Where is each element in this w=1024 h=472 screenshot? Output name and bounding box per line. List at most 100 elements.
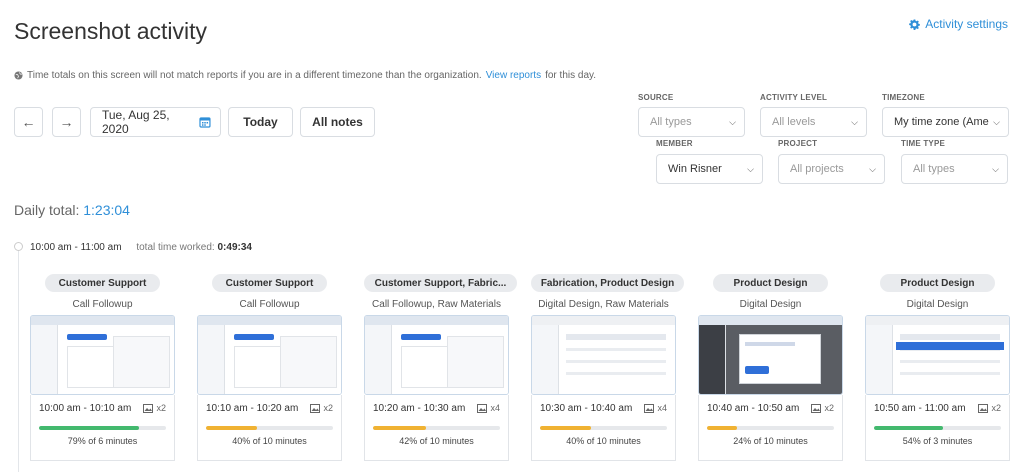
image-icon: [811, 403, 822, 413]
activity-bar-fill: [707, 426, 738, 430]
today-button[interactable]: Today: [228, 107, 293, 137]
activity-bar: [874, 426, 1001, 430]
chevron-down-icon: ⌵: [851, 116, 858, 127]
task-name: Digital Design: [739, 299, 802, 310]
hour-range: 10:00 am - 11:00 am: [30, 242, 122, 253]
activity-level-select[interactable]: All levels ⌵: [760, 107, 867, 137]
source-label: SOURCE: [638, 93, 674, 102]
member-label: MEMBER: [656, 139, 693, 148]
screenshot-count[interactable]: x4: [477, 403, 500, 413]
image-icon: [644, 403, 655, 413]
screenshot-count[interactable]: x2: [143, 403, 166, 413]
image-icon: [310, 403, 321, 413]
chevron-down-icon: ⌵: [869, 163, 876, 174]
previous-day-button[interactable]: ←: [14, 107, 43, 137]
activity-level-value: All levels: [772, 116, 816, 128]
chevron-down-icon: ⌵: [729, 116, 736, 127]
source-select[interactable]: All types ⌵: [638, 107, 745, 137]
page-title: Screenshot activity: [14, 18, 208, 44]
project-badge: Customer Support: [212, 274, 327, 292]
calendar-icon: [199, 117, 211, 128]
activity-level-label: ACTIVITY LEVEL: [760, 93, 828, 102]
date-value: Tue, Aug 25, 2020: [102, 108, 170, 136]
activity-percent: 42% of 10 minutes: [399, 436, 474, 446]
date-picker[interactable]: Tue, Aug 25, 2020: [90, 107, 221, 137]
screenshot-info: 10:00 am - 10:10 am x2 79% of 6 minutes: [30, 395, 175, 461]
screenshot-info: 10:20 am - 10:30 am x4 42% of 10 minutes: [364, 395, 509, 461]
screenshot-thumbnail[interactable]: [698, 315, 843, 395]
gear-icon: [909, 19, 921, 30]
activity-bar: [39, 426, 166, 430]
screenshot-card[interactable]: Fabrication, Product Design Digital Desig…: [531, 274, 684, 461]
hour-block-header: 10:00 am - 11:00 am total time worked: 0…: [30, 242, 252, 253]
daily-total-value: 1:23:04: [83, 202, 130, 218]
screenshot-thumbnail[interactable]: [30, 315, 175, 395]
project-badge: Fabrication, Product Design: [531, 274, 684, 292]
globe-icon: [14, 71, 23, 80]
screenshot-count-value: x4: [490, 403, 500, 413]
screenshot-time: 10:30 am - 10:40 am: [540, 403, 633, 414]
activity-settings-link[interactable]: Activity settings: [909, 17, 1008, 31]
daily-total: Daily total: 1:23:04: [14, 202, 130, 218]
activity-bar-fill: [39, 426, 140, 430]
image-icon: [143, 403, 154, 413]
all-notes-button[interactable]: All notes: [300, 107, 375, 137]
activity-percent: 40% of 10 minutes: [566, 436, 641, 446]
screenshot-count-value: x2: [991, 403, 1001, 413]
screenshot-thumbnail[interactable]: [364, 315, 509, 395]
timezone-notice: Time totals on this screen will not matc…: [14, 70, 596, 81]
screenshot-thumbnail[interactable]: [865, 315, 1010, 395]
image-icon: [978, 403, 989, 413]
notice-text: Time totals on this screen will not matc…: [27, 70, 482, 81]
screenshot-card[interactable]: Customer Support, Fabric... Call Followup…: [364, 274, 517, 461]
image-icon: [477, 403, 488, 413]
screenshot-time: 10:40 am - 10:50 am: [707, 403, 800, 414]
activity-settings-label: Activity settings: [925, 17, 1008, 31]
screenshot-info: 10:30 am - 10:40 am x4 40% of 10 minutes: [531, 395, 676, 461]
source-value: All types: [650, 116, 692, 128]
activity-bar-fill: [206, 426, 257, 430]
activity-percent: 79% of 6 minutes: [67, 436, 138, 446]
view-reports-link[interactable]: View reports: [485, 70, 542, 81]
screenshot-count[interactable]: x2: [978, 403, 1001, 413]
member-select[interactable]: Win Risner ⌵: [656, 154, 763, 184]
task-name: Digital Design: [906, 299, 969, 310]
activity-percent: 24% of 10 minutes: [733, 436, 808, 446]
screenshot-count[interactable]: x2: [811, 403, 834, 413]
screenshot-card[interactable]: Customer Support Call Followup 10:10 am - …: [197, 274, 342, 461]
notice-suffix: for this day.: [545, 70, 597, 81]
activity-bar: [707, 426, 834, 430]
screenshot-time: 10:10 am - 10:20 am: [206, 403, 299, 414]
screenshot-count[interactable]: x4: [644, 403, 667, 413]
activity-bar-fill: [540, 426, 591, 430]
task-name: Call Followup: [239, 299, 300, 310]
timezone-value: My time zone (Ame: [894, 116, 989, 128]
project-label: PROJECT: [778, 139, 818, 148]
screenshot-info: 10:40 am - 10:50 am x2 24% of 10 minutes: [698, 395, 843, 461]
screenshot-card[interactable]: Product Design Digital Design 10:50 am - 1…: [865, 274, 1010, 461]
time-worked-value: 0:49:34: [217, 242, 252, 253]
time-type-select[interactable]: All types ⌵: [901, 154, 1008, 184]
timeline-dot: [14, 242, 23, 251]
screenshot-info: 10:10 am - 10:20 am x2 40% of 10 minutes: [197, 395, 342, 461]
activity-percent: 54% of 3 minutes: [902, 436, 973, 446]
time-type-value: All types: [913, 163, 955, 175]
activity-bar-fill: [373, 426, 427, 430]
screenshot-card[interactable]: Customer Support Call Followup 10:00 am - …: [30, 274, 175, 461]
screenshot-time: 10:00 am - 10:10 am: [39, 403, 132, 414]
project-value: All projects: [790, 163, 844, 175]
screenshot-count[interactable]: x2: [310, 403, 333, 413]
next-day-button[interactable]: →: [52, 107, 81, 137]
screenshot-card[interactable]: Product Design Digital Design 10:40 am - 1…: [698, 274, 843, 461]
chevron-down-icon: ⌵: [747, 163, 754, 174]
screenshot-thumbnail[interactable]: [197, 315, 342, 395]
screenshot-time: 10:50 am - 11:00 am: [874, 403, 966, 414]
chevron-down-icon: ⌵: [993, 116, 1000, 127]
timezone-select[interactable]: My time zone (Ame ⌵: [882, 107, 1009, 137]
screenshot-thumbnail[interactable]: [531, 315, 676, 395]
screenshot-count-value: x2: [824, 403, 834, 413]
project-select[interactable]: All projects ⌵: [778, 154, 885, 184]
task-name: Call Followup: [72, 299, 133, 310]
project-badge: Product Design: [713, 274, 828, 292]
screenshot-count-value: x4: [657, 403, 667, 413]
